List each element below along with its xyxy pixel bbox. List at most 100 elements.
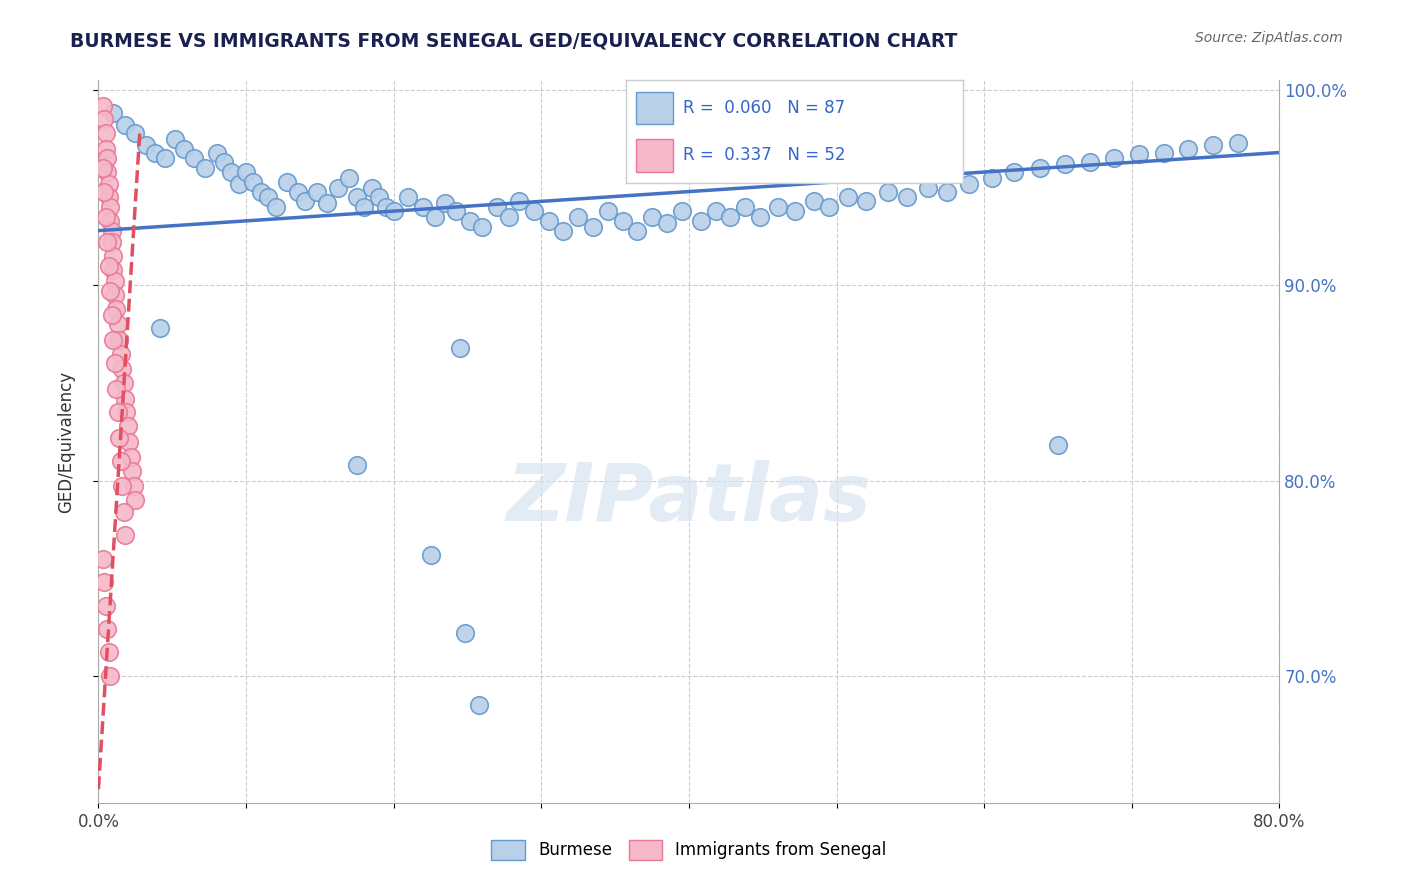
Point [94,599,117,613]
Point [419,548,441,562]
Point [94,126,117,140]
Point [980,170,1002,185]
Y-axis label: GED/Equivalency: GED/Equivalency [56,370,75,513]
Point [257,190,280,204]
Point [117,418,139,433]
Point [100,224,122,238]
Point [104,356,127,370]
Point [449,341,471,355]
Point [124,126,146,140]
Point [93,185,115,199]
Point [1128,147,1150,161]
Text: BURMESE VS IMMIGRANTS FROM SENEGAL GED/EQUIVALENCY CORRELATION CHART: BURMESE VS IMMIGRANTS FROM SENEGAL GED/E… [70,31,957,50]
Point [368,190,391,204]
Point [718,210,741,224]
Point [221,165,243,179]
Point [1177,142,1199,156]
Point [97,177,120,191]
Point [205,145,228,160]
Point [453,626,475,640]
Point [114,118,136,132]
Point [382,204,405,219]
Point [353,200,375,214]
Point [508,194,530,209]
Point [228,177,250,191]
Point [294,194,316,209]
Point [165,132,187,146]
Point [124,493,146,508]
Point [1054,157,1077,171]
Point [122,479,145,493]
Point [107,318,129,332]
Point [655,216,678,230]
Point [115,405,138,419]
Point [346,458,368,472]
Point [96,622,118,636]
Point [97,190,120,204]
Point [1102,152,1125,166]
Point [1202,137,1225,152]
Point [498,210,520,224]
Text: R =  0.060   N = 87: R = 0.060 N = 87 [683,99,845,117]
Point [423,210,446,224]
Point [96,152,118,166]
Point [641,210,664,224]
Point [118,434,141,449]
Point [1227,136,1250,150]
Point [671,204,693,219]
Point [212,155,235,169]
Point [276,175,298,189]
Point [111,362,134,376]
Point [582,219,605,234]
Point [108,333,131,347]
Point [1153,145,1175,160]
Point [98,214,121,228]
Point [434,196,457,211]
Point [114,528,136,542]
Point [104,288,127,302]
Point [818,200,841,214]
Point [108,431,131,445]
Point [183,152,205,166]
Point [91,161,114,176]
Point [96,165,118,179]
FancyBboxPatch shape [636,139,673,171]
Point [110,454,132,468]
Point [98,284,121,298]
Point [135,137,157,152]
Point [896,190,918,204]
Point [112,376,135,390]
Point [103,106,125,120]
Point [612,214,634,228]
Point [96,235,118,250]
Point [153,152,176,166]
Point [194,161,217,176]
Point [837,190,859,204]
Point [567,210,589,224]
Point [112,505,135,519]
Point [1029,161,1052,176]
Text: R =  0.337   N = 52: R = 0.337 N = 52 [683,146,845,164]
Point [149,321,172,335]
Point [326,180,349,194]
Point [1080,155,1102,169]
Point [250,185,273,199]
Point [537,214,560,228]
Point [1002,165,1025,179]
Point [107,405,129,419]
Point [105,382,128,396]
Point [877,185,900,199]
Point [339,170,361,185]
Point [103,262,125,277]
Point [346,190,368,204]
Point [264,200,287,214]
Point [110,346,132,360]
Point [97,259,120,273]
Point [91,98,114,112]
Legend: Burmese, Immigrants from Senegal: Burmese, Immigrants from Senegal [485,833,893,867]
Text: Source: ZipAtlas.com: Source: ZipAtlas.com [1195,31,1343,45]
Point [120,450,142,465]
Point [100,308,122,322]
Point [98,200,121,214]
Point [235,165,257,179]
